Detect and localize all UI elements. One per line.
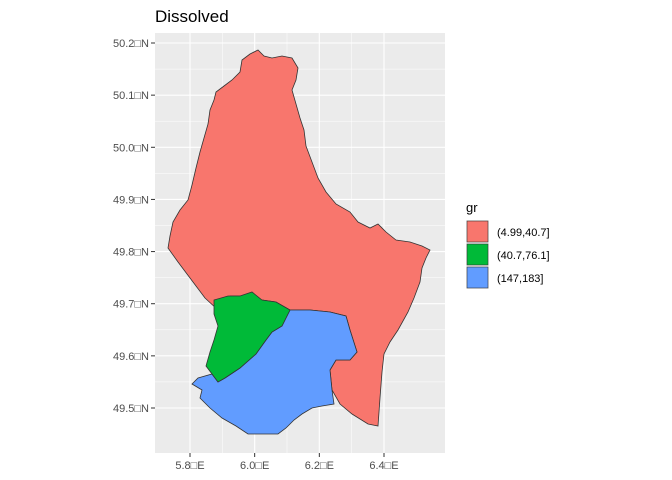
y-tick-label: 49.8□N: [113, 247, 149, 259]
legend-swatch: [466, 243, 489, 266]
x-tick-label: 5.8□E: [175, 460, 204, 472]
legend: gr (4.99,40.7] (40.7,76.1] (147,183]: [466, 200, 550, 289]
region-west-green: [205, 291, 291, 383]
x-axis: 5.8□E 6.0□E 6.2□E 6.4□E: [175, 453, 399, 472]
y-tick-label: 49.7□N: [113, 299, 149, 311]
y-tick-label: 49.6□N: [113, 351, 149, 363]
y-tick-label: 50.2□N: [113, 38, 149, 50]
legend-title: gr: [466, 200, 478, 215]
y-axis: 49.5□N 49.6□N 49.7□N 49.8□N 49.9□N 50.0□N 50.1…: [113, 38, 155, 415]
x-tick-label: 6.2□E: [305, 460, 334, 472]
x-tick-label: 6.4□E: [369, 460, 398, 472]
y-tick-label: 50.1□N: [113, 90, 149, 102]
x-tick-label: 6.0□E: [240, 460, 269, 472]
legend-swatch: [466, 220, 489, 243]
y-tick-label: 49.9□N: [113, 194, 149, 206]
map-regions: [167, 49, 431, 435]
legend-label: (147,183]: [497, 273, 543, 285]
y-tick-label: 49.5□N: [113, 403, 149, 415]
y-tick-label: 50.0□N: [113, 142, 149, 154]
legend-swatch: [466, 266, 489, 289]
legend-label: (40.7,76.1]: [497, 250, 550, 262]
legend-label: (4.99,40.7]: [497, 227, 550, 239]
plot-title: Dissolved: [155, 7, 229, 26]
